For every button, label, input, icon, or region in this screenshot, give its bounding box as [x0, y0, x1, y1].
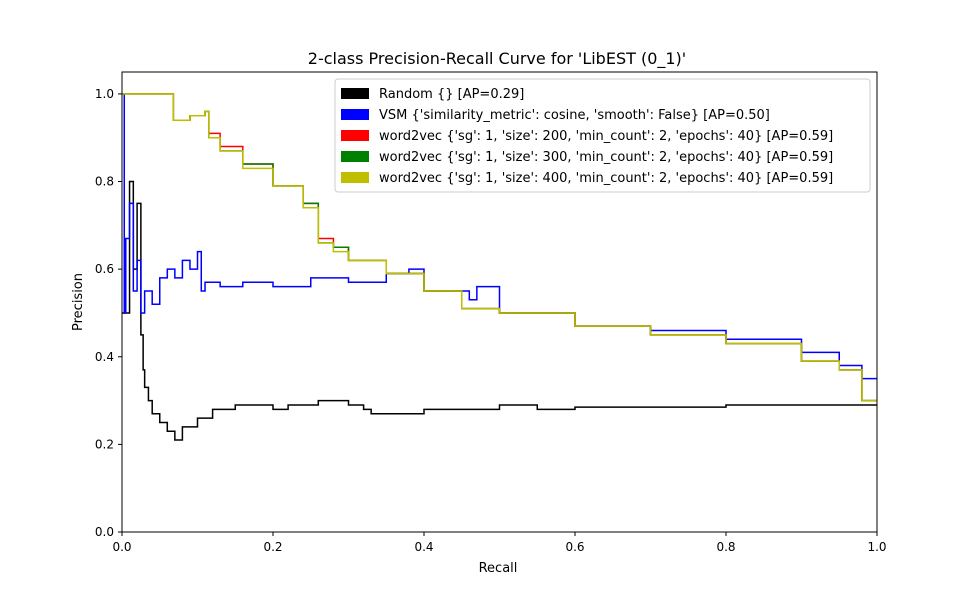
series-line-0 — [122, 180, 877, 441]
x-axis: 0.0 0.2 0.4 0.6 0.8 1.0 — [112, 532, 887, 554]
legend-entry-label: word2vec {'sg': 1, 'size': 400, 'min_cou… — [379, 171, 833, 186]
x-axis-label: Recall — [479, 561, 518, 576]
y-tick-label: 1.0 — [95, 87, 114, 101]
chart-title: 2-class Precision-Recall Curve for 'LibE… — [308, 49, 686, 69]
legend-swatch — [341, 172, 369, 183]
legend-entry-label: VSM {'similarity_metric': cosine, 'smoot… — [379, 108, 770, 123]
x-tick-label: 0.2 — [263, 540, 282, 554]
legend-box — [334, 78, 871, 193]
y-tick-label: 0.0 — [95, 525, 114, 539]
y-tick-label: 0.2 — [95, 437, 114, 451]
y-tick-label: 0.4 — [95, 350, 114, 364]
y-tick-label: 0.6 — [95, 262, 114, 276]
x-tick-label: 0.4 — [414, 540, 433, 554]
legend: Random {} [AP=0.29] VSM {'similarity_metr… — [334, 78, 871, 193]
series-line-4 — [122, 93, 877, 402]
y-tick-label: 0.8 — [95, 175, 114, 189]
y-axis: 0.0 0.2 0.4 0.6 0.8 1.0 — [95, 87, 122, 539]
x-tick-label: 0.8 — [716, 540, 735, 554]
legend-swatch — [341, 130, 369, 141]
legend-entry-label: word2vec {'sg': 1, 'size': 300, 'min_cou… — [379, 150, 833, 165]
y-axis-label: Precision — [71, 273, 86, 331]
legend-swatch — [341, 109, 369, 120]
x-tick-label: 1.0 — [867, 540, 886, 554]
x-tick-label: 0.0 — [112, 540, 131, 554]
plot-frame — [121, 71, 878, 533]
legend-entry-label: word2vec {'sg': 1, 'size': 200, 'min_cou… — [379, 129, 833, 144]
plot-series — [122, 93, 877, 441]
x-tick-label: 0.6 — [565, 540, 584, 554]
legend-swatch — [341, 88, 369, 99]
legend-swatch — [341, 151, 369, 162]
legend-entry-label: Random {} [AP=0.29] — [379, 87, 524, 102]
